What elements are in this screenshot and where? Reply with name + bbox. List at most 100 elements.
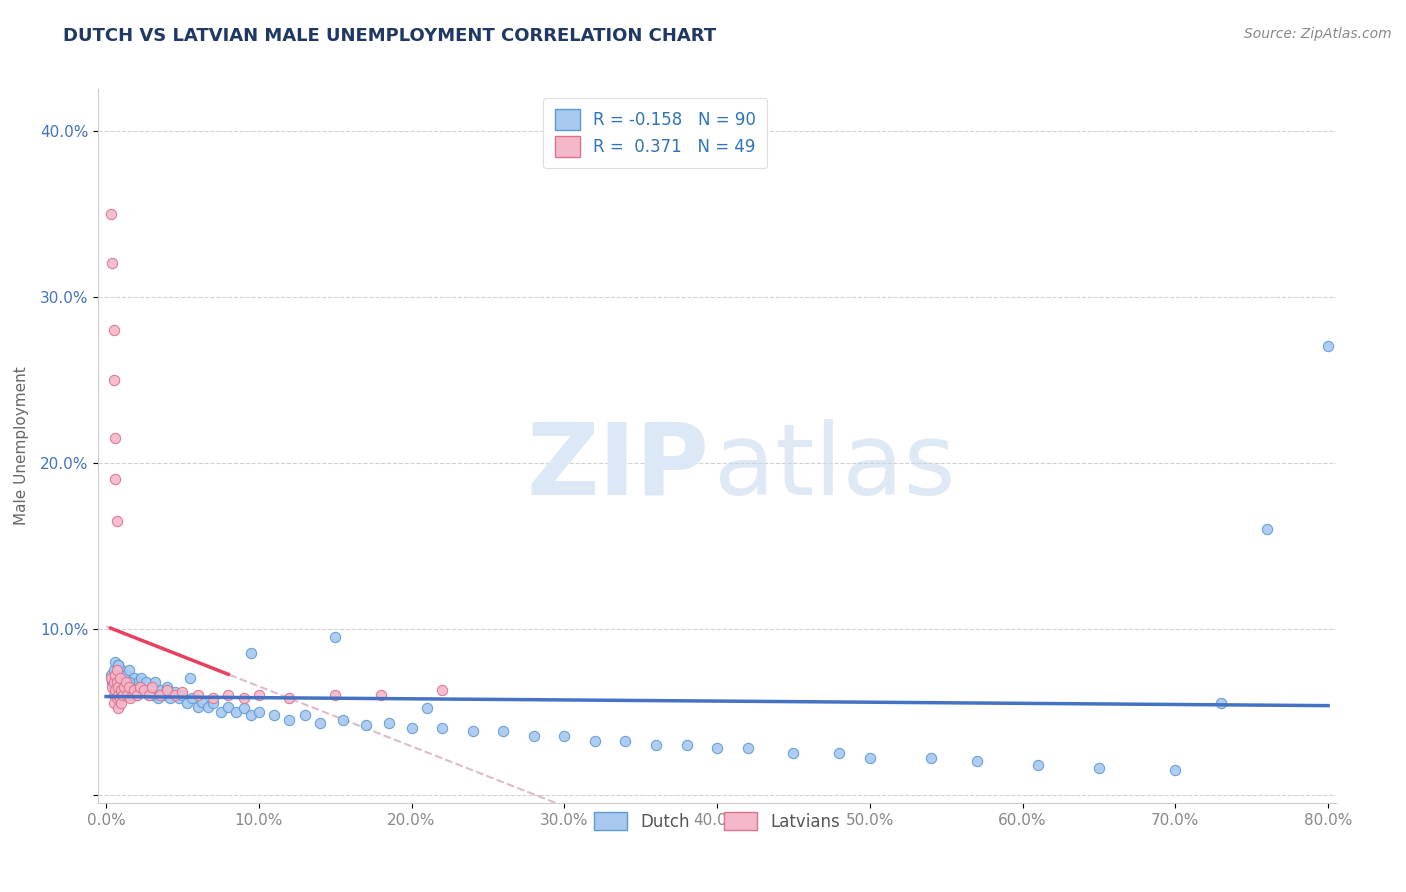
Point [141,688,163,702]
Point [110,688,132,702]
Point [737,741,759,756]
Point [120,691,142,706]
Point [278,713,301,727]
Point [112,680,135,694]
Legend: Dutch, Latvians: Dutch, Latvians [588,805,846,838]
Point [101,680,124,694]
Point [112,682,135,697]
Point [103,674,125,689]
Point [187,688,209,702]
Point [172,684,194,698]
Point [125,688,148,702]
Point [120,674,142,689]
Point [101,256,124,270]
Point [110,696,132,710]
Point [706,741,728,756]
Point [156,682,179,697]
Point [209,705,232,719]
Point [232,701,254,715]
Point [377,716,399,731]
Point [115,668,138,682]
Point [118,674,141,689]
Point [163,688,186,702]
Point [370,688,392,702]
Point [105,674,128,689]
Point [172,688,194,702]
Y-axis label: Male Unemployment: Male Unemployment [14,367,30,525]
Point [148,688,170,702]
Point [240,647,263,661]
Point [187,699,209,714]
Point [118,680,141,694]
Point [117,688,139,702]
Point [108,668,131,682]
Point [138,688,160,702]
Point [191,695,214,709]
Point [110,663,132,677]
Point [553,730,575,744]
Point [110,682,132,697]
Point [150,682,173,697]
Point [122,682,145,697]
Point [1164,763,1187,777]
Point [117,680,139,694]
Point [107,658,129,673]
Point [103,323,125,337]
Point [278,691,301,706]
Point [100,207,122,221]
Point [134,682,156,697]
Point [118,688,141,702]
Point [107,688,129,702]
Point [103,373,125,387]
Point [103,663,125,677]
Point [217,699,239,714]
Point [127,674,149,689]
Point [135,674,157,689]
Point [134,682,156,697]
Point [108,678,131,692]
Point [232,691,254,706]
Point [104,431,127,445]
Text: DUTCH VS LATVIAN MALE UNEMPLOYMENT CORRELATION CHART: DUTCH VS LATVIAN MALE UNEMPLOYMENT CORRE… [63,27,717,45]
Point [143,674,166,689]
Point [583,734,606,748]
Text: atlas: atlas [714,419,956,516]
Point [138,688,160,702]
Point [197,699,219,714]
Point [675,738,697,752]
Point [782,746,804,760]
Point [104,682,127,697]
Point [107,658,129,673]
Point [107,680,129,694]
Point [492,724,515,739]
Point [156,680,179,694]
Point [107,701,129,715]
Point [105,514,128,528]
Point [105,691,128,706]
Point [240,707,263,722]
Point [112,674,135,689]
Point [1211,696,1233,710]
Point [111,688,134,702]
Point [105,663,128,677]
Point [201,696,224,710]
Point [332,713,354,727]
Point [416,701,439,715]
Point [263,707,285,722]
Point [118,663,141,677]
Point [104,655,127,669]
Text: Source: ZipAtlas.com: Source: ZipAtlas.com [1244,27,1392,41]
Point [859,751,882,765]
Point [176,696,198,710]
Point [141,680,163,694]
Point [111,671,134,685]
Point [966,754,988,768]
Point [179,671,201,685]
Point [104,472,127,486]
Point [124,680,146,694]
Point [294,707,316,722]
Point [354,718,377,732]
Point [309,716,332,731]
Point [108,691,131,706]
Point [614,734,637,748]
